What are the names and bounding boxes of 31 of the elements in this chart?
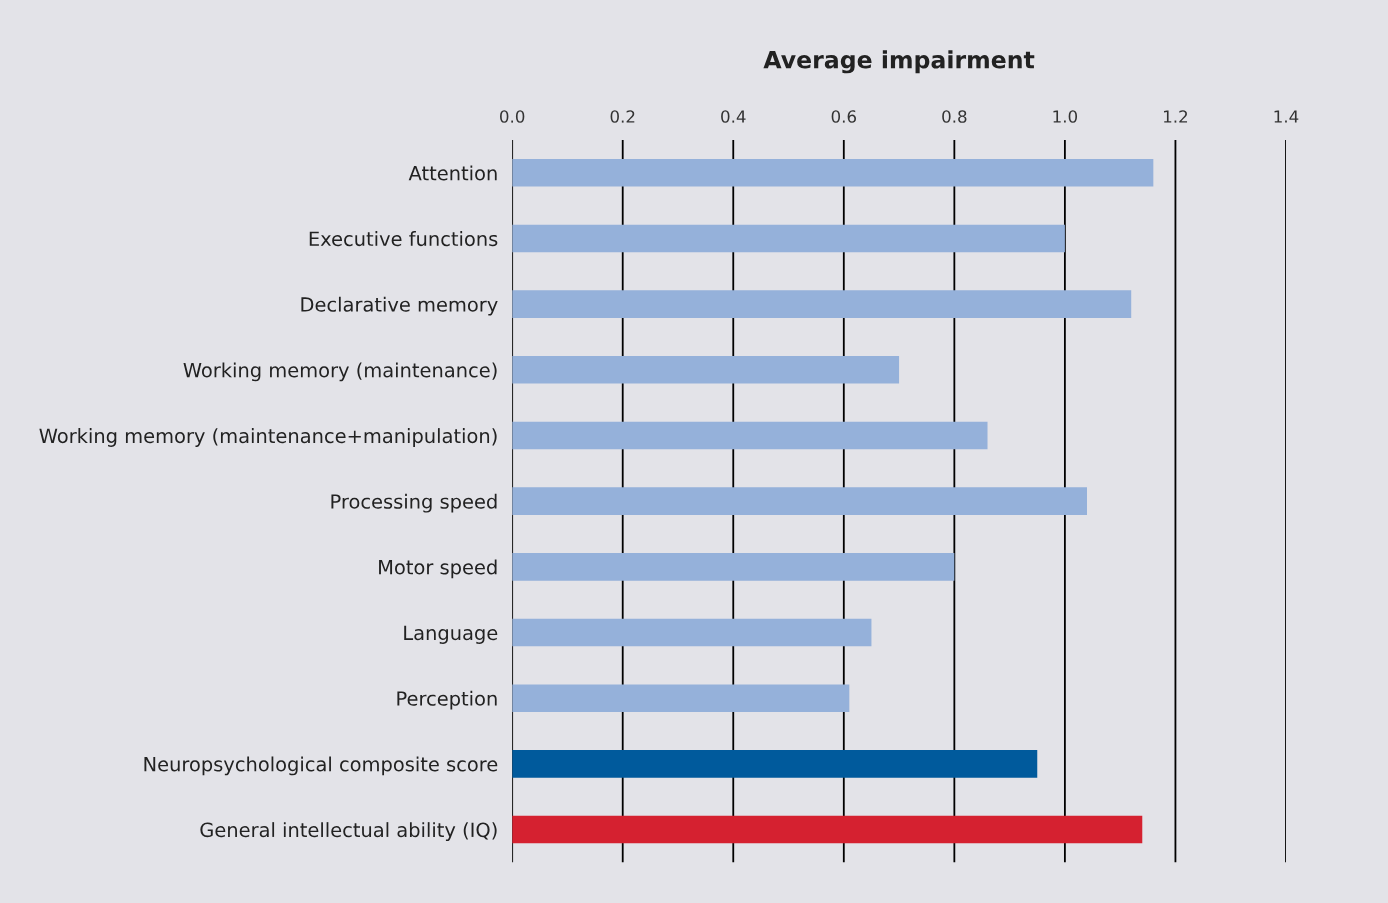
bar [512,290,1132,318]
x-tick-label: 0.8 [942,110,967,123]
y-tick-label: Neuropsychological composite score [144,756,498,776]
bar [512,684,850,712]
x-tick-label: 1.0 [1053,110,1078,123]
x-axis-title: Average impairment [763,50,1035,74]
bar [512,356,900,384]
x-tick-label: 0.6 [831,110,857,123]
bar [512,815,1143,844]
y-tick-label: Working memory (maintenance) [183,362,497,382]
y-tick-label: Declarative memory [301,296,498,316]
x-tick-label: 0.0 [500,110,525,123]
bar [512,421,988,450]
y-tick-label: Motor speed [379,559,497,579]
y-tick-label: General intellectual ability (IQ) [200,822,497,841]
bar [512,618,872,647]
y-tick-label: Perception [397,690,497,710]
y-tick-label: Executive functions [309,231,498,247]
bar [512,750,1038,778]
x-tick-label: 0.2 [610,110,635,123]
x-tick-label: 1.2 [1164,110,1188,123]
bar [512,224,1065,253]
bar [512,487,1087,515]
y-tick-label: Language [404,625,498,644]
x-tick-label: 0.4 [721,110,746,123]
bar [512,553,955,581]
y-tick-label: Working memory (maintenance+manipulation) [39,428,497,447]
y-tick-label: Attention [408,165,497,181]
y-tick-label: Processing speed [331,493,497,513]
bar [512,159,1154,187]
x-tick-label: 1.4 [1274,110,1299,123]
